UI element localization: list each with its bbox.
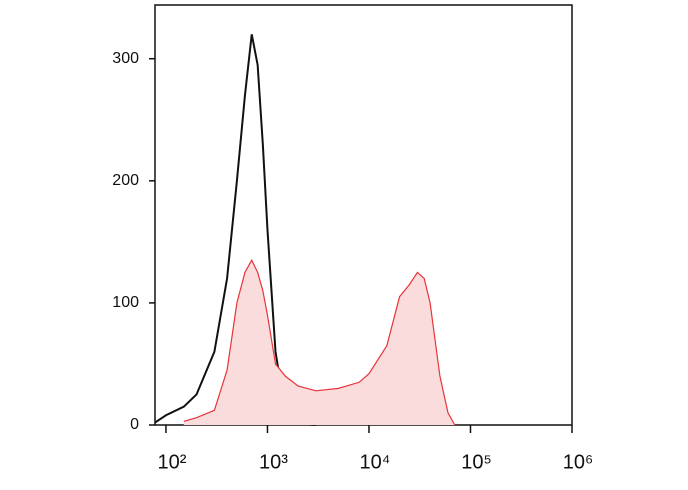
x-tick-label: 10²	[158, 451, 187, 473]
series-area	[183, 260, 455, 425]
plot-frame	[154, 4, 573, 426]
x-tick-label: 10⁶	[563, 451, 593, 473]
y-tick-label: 300	[112, 50, 139, 67]
series-line	[183, 258, 456, 426]
x-tick-label: 10³	[259, 451, 288, 473]
y-tick-label: 0	[130, 416, 139, 433]
x-tick-label: 10⁵	[461, 451, 492, 473]
y-tick-label: 100	[112, 294, 139, 311]
y-tick-label: 200	[112, 172, 139, 189]
x-tick-label: 10⁴	[360, 451, 391, 473]
